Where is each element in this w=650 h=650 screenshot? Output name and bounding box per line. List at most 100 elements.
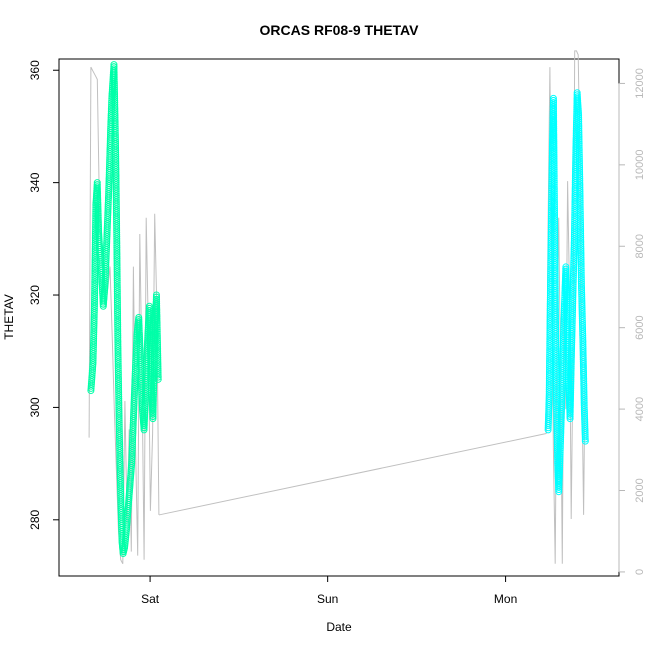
data-point — [577, 245, 585, 253]
data-point — [545, 383, 553, 391]
data-point — [577, 238, 585, 246]
data-point — [579, 364, 587, 372]
data-point — [567, 389, 575, 397]
data-point — [113, 270, 121, 278]
data-point — [555, 472, 563, 480]
data-point — [114, 318, 122, 326]
data-point — [579, 351, 587, 359]
data-point — [575, 155, 583, 163]
data-point — [579, 362, 587, 370]
data-point — [547, 256, 555, 264]
data-point — [114, 347, 122, 355]
data-point — [113, 301, 121, 309]
data-point — [567, 358, 575, 366]
data-point — [149, 410, 157, 418]
data-point — [89, 363, 97, 371]
data-point — [547, 252, 555, 260]
data-point — [576, 181, 584, 189]
data-point — [114, 345, 122, 353]
data-point — [579, 358, 587, 366]
data-point — [580, 369, 588, 377]
data-point — [555, 483, 563, 491]
x-tick-label: Sun — [317, 592, 338, 606]
data-point — [577, 236, 585, 244]
data-point — [88, 378, 96, 386]
data-point — [547, 245, 555, 253]
data-point — [579, 332, 587, 340]
data-point — [545, 379, 553, 387]
data-point — [577, 278, 585, 286]
data-point — [132, 348, 140, 356]
data-point — [113, 277, 121, 285]
y-axis-label: THETAV — [2, 294, 16, 340]
data-point — [113, 283, 121, 291]
data-point — [132, 350, 140, 358]
data-point — [577, 271, 585, 279]
x-tick-label: Sat — [141, 592, 160, 606]
data-point — [566, 404, 574, 412]
left-series-points — [87, 61, 589, 558]
data-point — [114, 312, 122, 320]
right-series-line — [88, 50, 586, 565]
data-point — [577, 229, 585, 237]
data-point — [576, 168, 584, 176]
data-point — [580, 379, 588, 387]
x-axis: Sat Sun Mon — [141, 575, 517, 606]
data-point — [576, 192, 584, 200]
left-axis: 280 300 320 340 360 — [28, 60, 60, 530]
data-point — [545, 366, 553, 374]
data-point — [555, 488, 563, 496]
data-point — [114, 321, 122, 329]
data-point — [113, 250, 121, 258]
data-point — [114, 377, 122, 385]
data-point — [566, 402, 574, 410]
data-point — [87, 387, 95, 395]
data-point — [114, 332, 122, 340]
data-point — [581, 435, 589, 443]
data-point — [91, 282, 99, 290]
data-point — [113, 290, 121, 298]
data-point — [556, 461, 564, 469]
data-point — [575, 159, 583, 167]
data-point — [93, 181, 101, 189]
data-point — [577, 273, 585, 281]
data-point — [576, 188, 584, 196]
data-point — [113, 281, 121, 289]
data-point — [114, 343, 122, 351]
data-point — [556, 464, 564, 472]
data-point — [94, 194, 102, 202]
data-point — [113, 288, 121, 296]
data-point — [150, 388, 158, 396]
data-point — [579, 336, 587, 344]
data-point — [113, 231, 121, 239]
data-point — [114, 314, 122, 322]
data-point — [91, 276, 99, 284]
left-tick-label: 340 — [28, 172, 42, 192]
data-point — [114, 329, 122, 337]
data-point — [546, 355, 554, 363]
data-point — [545, 386, 553, 394]
data-point — [115, 382, 123, 390]
data-point — [577, 225, 585, 233]
data-point — [113, 268, 121, 276]
data-point — [579, 360, 587, 368]
data-point — [114, 360, 122, 368]
data-point — [547, 248, 555, 256]
data-point — [132, 343, 140, 351]
data-point — [94, 198, 102, 206]
data-point — [113, 255, 121, 263]
data-point — [150, 373, 158, 381]
data-point — [94, 216, 102, 224]
data-point — [545, 372, 553, 380]
data-point — [114, 358, 122, 366]
data-point — [90, 307, 98, 315]
data-point — [576, 164, 584, 172]
data-point — [94, 192, 102, 200]
data-point — [150, 360, 158, 368]
data-point — [576, 210, 584, 218]
data-point — [94, 201, 102, 209]
data-point — [545, 392, 553, 400]
data-point — [581, 433, 589, 441]
data-point — [88, 376, 96, 384]
data-point — [91, 269, 99, 277]
